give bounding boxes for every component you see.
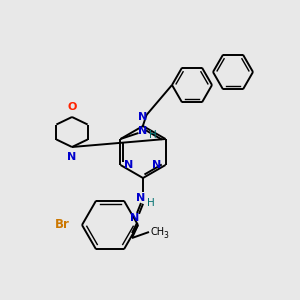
Text: N: N bbox=[130, 213, 140, 223]
Text: H: H bbox=[148, 130, 156, 140]
Text: 3: 3 bbox=[164, 230, 168, 239]
Text: N: N bbox=[136, 193, 146, 203]
Text: Br: Br bbox=[55, 218, 70, 232]
Text: N: N bbox=[152, 160, 161, 170]
Text: O: O bbox=[67, 102, 77, 112]
Text: N: N bbox=[68, 152, 76, 162]
Text: H: H bbox=[147, 198, 155, 208]
Text: N: N bbox=[138, 126, 147, 136]
Text: CH: CH bbox=[151, 227, 165, 237]
Text: N: N bbox=[124, 160, 134, 170]
Text: N: N bbox=[138, 112, 148, 122]
